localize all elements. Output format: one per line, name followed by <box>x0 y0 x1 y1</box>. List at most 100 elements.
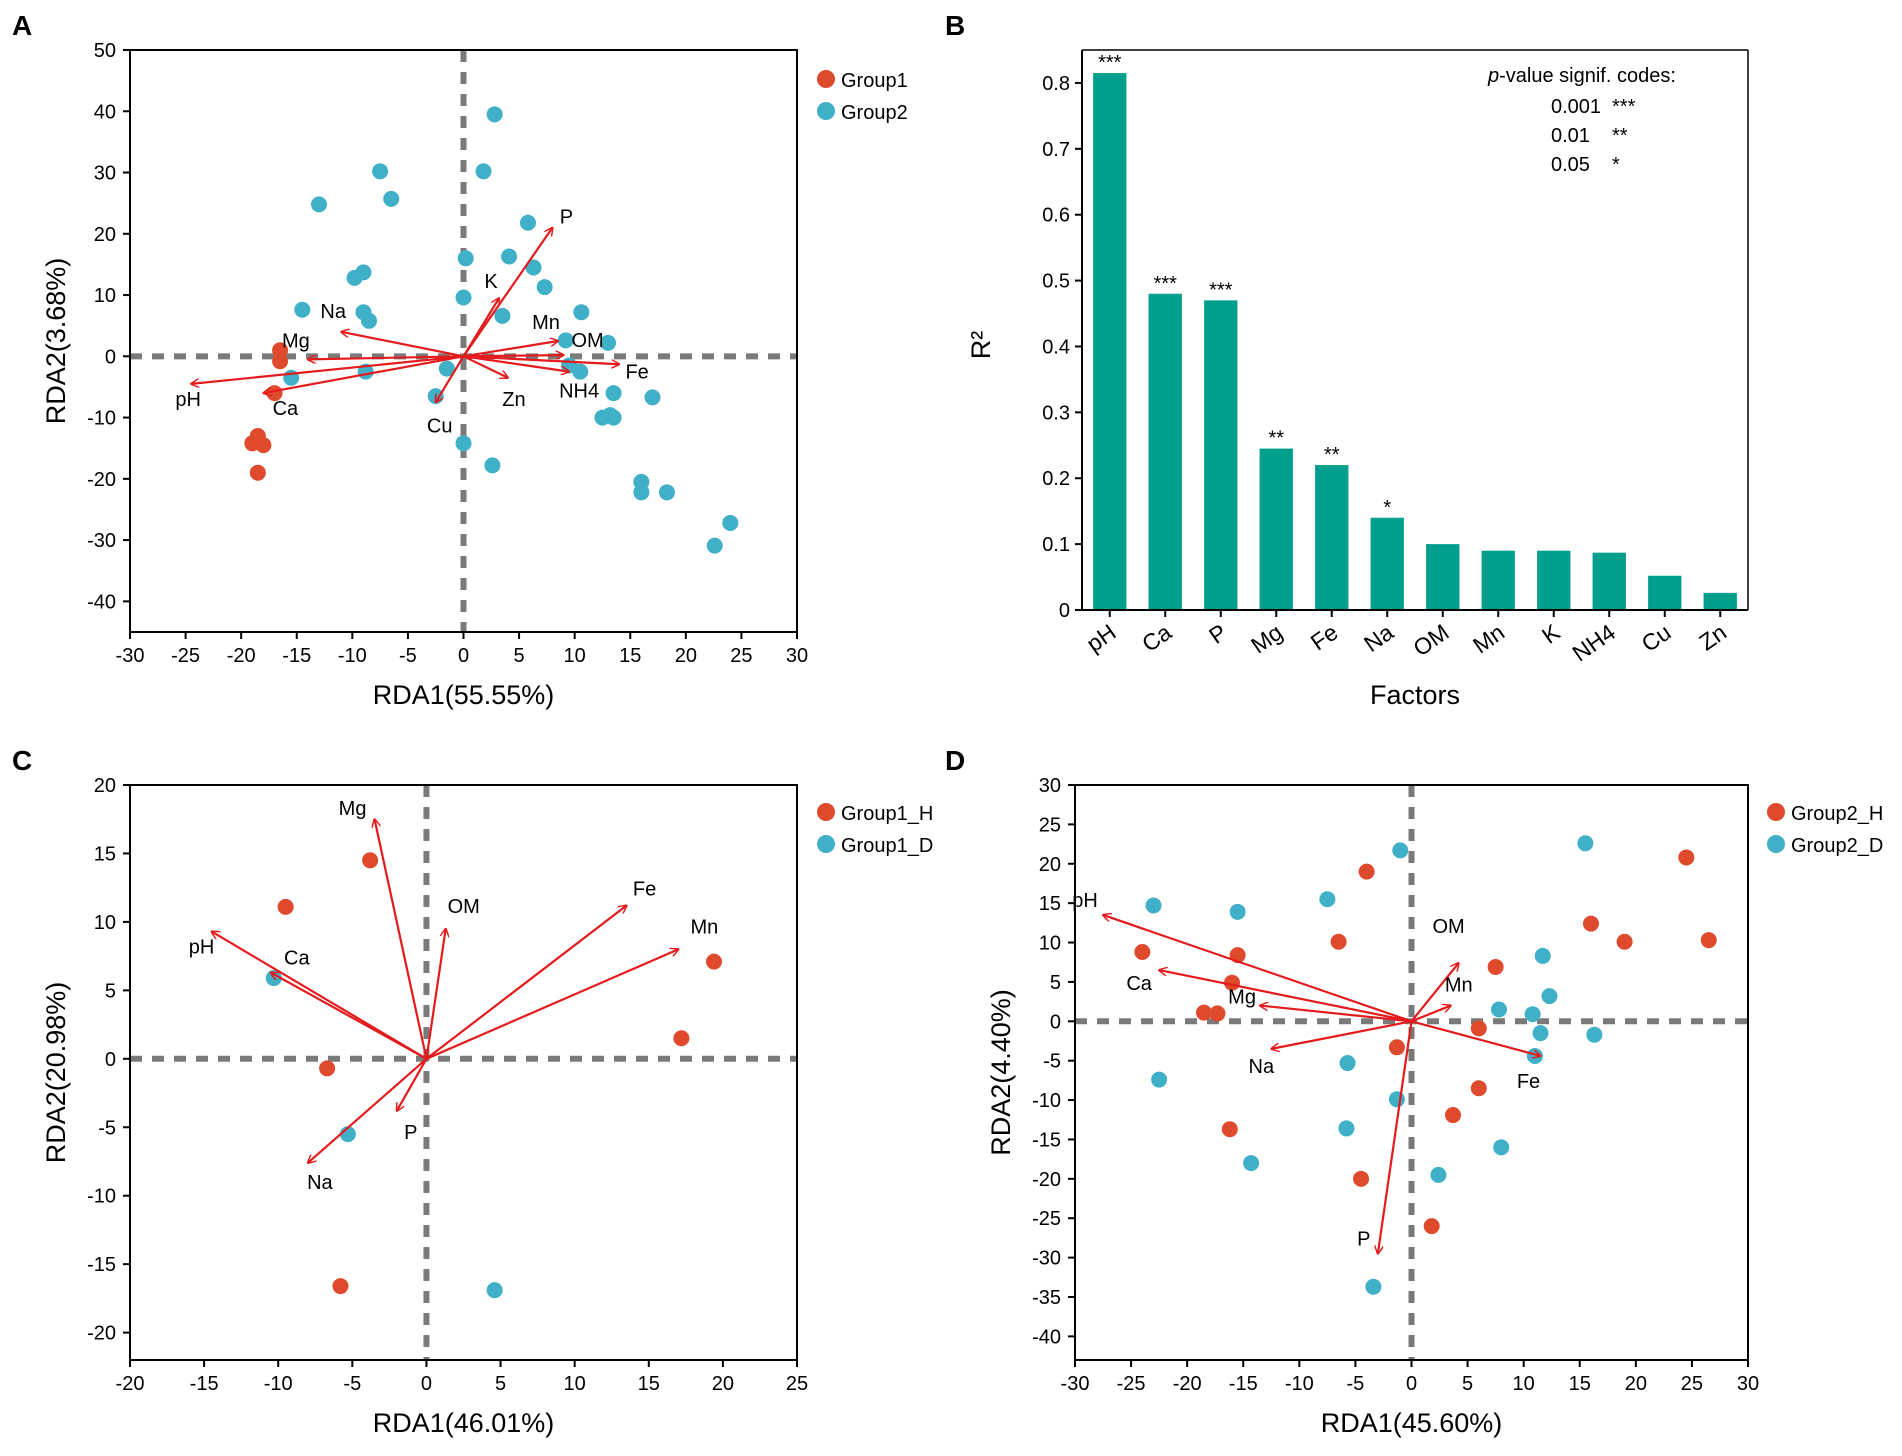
panel-letter-a: A <box>12 10 32 41</box>
significance-legend-level: 0.05 <box>1551 154 1590 176</box>
data-point-group1-h <box>705 953 722 970</box>
data-point-group2-h <box>1423 1218 1440 1235</box>
bar-cu <box>1648 575 1682 610</box>
y-tick-label: 50 <box>94 40 116 62</box>
x-tick-label: -20 <box>227 645 256 667</box>
data-point-group1 <box>244 435 261 452</box>
data-point-group2-h <box>1134 943 1151 960</box>
y-tick-label: -40 <box>87 591 116 613</box>
y-tick-label: 10 <box>94 912 116 934</box>
y-tick-label: 0.6 <box>1042 205 1070 227</box>
data-point-group2-h <box>1330 933 1347 950</box>
data-point-group2 <box>457 250 474 267</box>
vector-label-ca: Ca <box>284 948 310 970</box>
bar-ca <box>1148 293 1182 610</box>
panel-letter-d: D <box>945 745 965 776</box>
x-tick-label: 5 <box>495 1373 506 1395</box>
data-point-group2 <box>536 279 553 296</box>
y-tick-label: -40 <box>1032 1326 1061 1348</box>
category-label-om: OM <box>1408 619 1453 662</box>
panel-b-bar-chart: B***pH***Ca***P**Mg**Fe*Na OM Mn K NH4 Cu Zn00… <box>945 10 1749 710</box>
data-point-group2-h <box>1487 958 1504 975</box>
legend-label-group1: Group1 <box>841 70 908 92</box>
data-point-group2-h <box>1470 1020 1487 1037</box>
category-label-zn: Zn <box>1694 619 1731 656</box>
data-point-group2-h <box>1195 1004 1212 1021</box>
plot-frame <box>129 784 798 1361</box>
vector-arrow-mn <box>426 949 678 1060</box>
vector-arrow-ca <box>263 355 464 393</box>
bar-mn <box>1481 550 1515 610</box>
vector-label-ph: pH <box>175 389 201 411</box>
vector-label-mg: Mg <box>282 330 310 352</box>
y-tick-label: -25 <box>1032 1208 1061 1230</box>
y-tick-label: 0.8 <box>1042 73 1070 95</box>
vector-arrow-fe <box>425 905 626 1060</box>
vector-arrow-ph <box>212 931 428 1060</box>
x-tick-label: 15 <box>619 645 641 667</box>
legend-label-group2-h: Group2_H <box>1791 803 1883 825</box>
y-tick-label: -5 <box>98 1117 116 1139</box>
vector-label-nh4: NH4 <box>559 381 599 403</box>
y-tick-label: 20 <box>94 224 116 246</box>
significance-label-ph: *** <box>1098 52 1122 74</box>
bar-ph <box>1093 73 1127 610</box>
y-axis-title: R² <box>966 331 996 360</box>
x-tick-label: 20 <box>712 1373 734 1395</box>
bar-zn <box>1703 592 1737 610</box>
panel-d-rda-plot: DpH Ca Mg Na OM Mn Fe P -30 -25 -20 -15 -10 -5 0 5 10 15 2… <box>945 745 1883 1438</box>
bar-k <box>1537 550 1571 610</box>
x-tick-label: 5 <box>1462 1373 1473 1395</box>
data-point-group2-h <box>1616 933 1633 950</box>
data-point-group1 <box>272 342 289 359</box>
significance-legend-level: 0.001 <box>1551 96 1601 118</box>
x-tick-label: 15 <box>638 1373 660 1395</box>
y-tick-label: 30 <box>1039 775 1061 797</box>
vector-arrow-fe <box>463 355 620 364</box>
y-axis-title: RDA2(4.40%) <box>986 989 1016 1156</box>
category-label-ca: Ca <box>1137 619 1176 657</box>
x-tick-label: -15 <box>1229 1373 1258 1395</box>
data-point-group2 <box>644 389 661 406</box>
bar-na <box>1370 517 1404 610</box>
x-axis-title: RDA1(45.60%) <box>1321 1408 1503 1438</box>
significance-label-p: *** <box>1209 279 1233 301</box>
x-tick-label: -30 <box>116 645 145 667</box>
data-point-group2 <box>346 269 363 286</box>
y-tick-label: -20 <box>87 469 116 491</box>
y-tick-label: 10 <box>94 285 116 307</box>
bar-p <box>1204 300 1238 610</box>
y-tick-label: 0 <box>105 346 116 368</box>
y-tick-label: 10 <box>1039 933 1061 955</box>
vector-arrow-fe <box>1411 1020 1541 1056</box>
category-label-mg: Mg <box>1246 619 1287 659</box>
vector-arrow-p <box>462 228 553 357</box>
vector-label-om: OM <box>448 896 480 918</box>
vector-arrow-mg <box>308 356 464 359</box>
significance-label-na: * <box>1383 497 1391 519</box>
data-point-group2 <box>722 514 739 531</box>
data-point-group2 <box>383 190 400 207</box>
vector-label-p: P <box>1357 1229 1370 1251</box>
y-axis-title: RDA2(3.68%) <box>41 258 71 425</box>
vector-label-ca: Ca <box>273 398 299 420</box>
x-tick-label: -20 <box>116 1373 145 1395</box>
vector-label-na: Na <box>1249 1056 1275 1078</box>
data-point-group2-d <box>1339 1055 1356 1072</box>
vector-label-cu: Cu <box>427 415 453 437</box>
x-tick-label: -30 <box>1061 1373 1090 1395</box>
vector-arrow-om <box>1410 963 1459 1022</box>
significance-label-mg: ** <box>1268 428 1284 450</box>
data-point-group2-h <box>1582 915 1599 932</box>
data-point-group2 <box>519 214 536 231</box>
vector-arrow-zn <box>463 355 508 377</box>
legend-title-rest: -value signif. codes: <box>1499 65 1676 87</box>
legend-marker-group1-h <box>817 803 835 821</box>
p-italic: p <box>1487 65 1499 87</box>
vector-label-ca: Ca <box>1126 973 1152 995</box>
x-tick-label: -5 <box>399 645 417 667</box>
panel-a-rda-plot: ApH Ca Mg Na P K Mn OM Fe NH4 Zn Cu -30 -25 -20 -15 -10 -… <box>12 10 908 710</box>
bar-nh4 <box>1592 552 1626 610</box>
x-tick-label: -15 <box>190 1373 219 1395</box>
x-axis-title: Factors <box>1370 680 1460 710</box>
